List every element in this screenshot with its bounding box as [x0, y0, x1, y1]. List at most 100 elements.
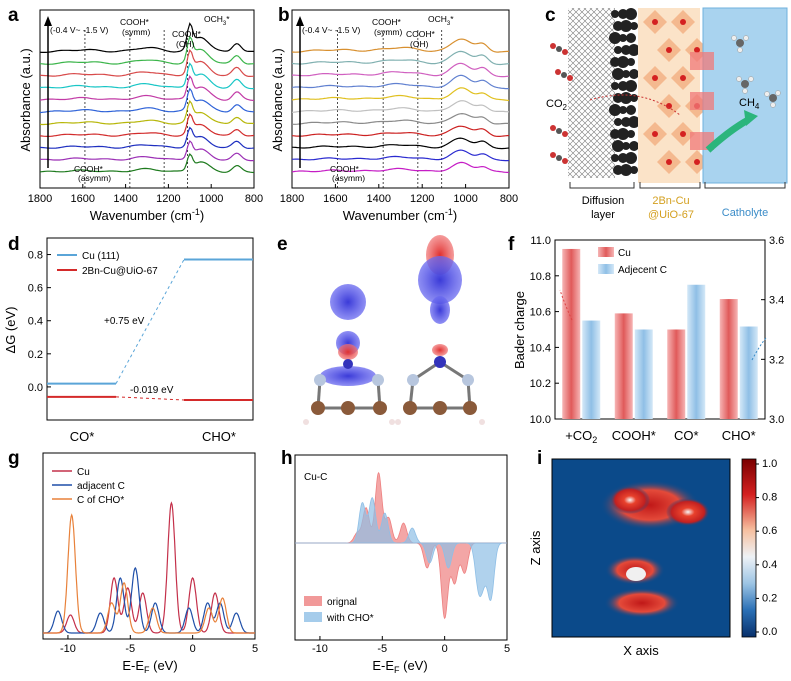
particle [609, 104, 621, 116]
spectrum-line-11 [291, 38, 509, 53]
particle [625, 152, 637, 164]
ch4-molecules [731, 35, 781, 108]
panel-label-b: b [278, 5, 290, 26]
panel-i-ylabel: Z axis [528, 530, 543, 565]
panel-h-frame [294, 454, 508, 641]
colorbar [741, 458, 757, 638]
panel-d-up-annotation: +0.75 eV [104, 316, 145, 327]
iso-blue-1 [330, 284, 366, 320]
panel-h-cu-c-pdos: -10 -5 0 5 Cu-C orignal with CHO* E-EF (eV) [294, 454, 510, 675]
panel-label-i: i [537, 448, 542, 469]
ch4-label: CH4 [739, 97, 760, 111]
x-tick-label-800: 800 [245, 193, 263, 205]
panel-f-ticks: 10.0 10.2 10.4 10.6 10.8 11.0 3.0 3.2 3.4 3.6 [530, 235, 785, 426]
particle [617, 56, 629, 68]
legend-cu-swatch [598, 247, 614, 257]
spectrum-line-11 [39, 22, 254, 53]
cu-site [666, 159, 672, 165]
panel-label-d: d [8, 234, 20, 255]
particle [621, 117, 631, 127]
diffusion-mesh [568, 8, 615, 178]
panel-g-series-group [43, 501, 255, 634]
panel-b-cooh-oh-1: COOH* [406, 29, 436, 39]
particle [613, 21, 623, 31]
pdos-line-3 [43, 513, 255, 634]
spectrum-line-6 [291, 100, 510, 113]
panel-b-cooh-symm-1: COOH* [372, 17, 402, 27]
panel-d-energy-levels [47, 258, 253, 401]
panel-b-cooh-oh-2: (OH) [410, 39, 429, 49]
particle [617, 128, 629, 140]
iso-red-1 [338, 344, 358, 360]
panel-b-frame [291, 9, 510, 189]
mof-label-2: @UiO-67 [648, 209, 694, 221]
y-right-tick-label: 3.4 [769, 295, 784, 307]
particle [611, 154, 619, 162]
cu-site [652, 131, 658, 137]
particle [614, 118, 622, 126]
pdos-area-2 [295, 497, 507, 601]
catholyte-label: Catholyte [722, 207, 768, 219]
bar-adjc-4 [739, 326, 758, 419]
legend-g-ccho-label: C of CHO* [77, 495, 124, 506]
panel-b-cooh-asymm-1: COOH* [330, 164, 360, 174]
colorbar-tick-label: 0.2 [762, 592, 777, 604]
bar-cu-2 [614, 313, 633, 419]
panel-b-series-group [291, 38, 510, 174]
diffusion-bracket [569, 182, 635, 189]
y-tick-label: 0.8 [28, 250, 43, 262]
particle [618, 153, 628, 163]
flow-arrow-1 [690, 52, 714, 70]
flow-arrow-2 [690, 92, 714, 110]
bar-adjc-3 [687, 284, 706, 419]
particle [609, 32, 621, 44]
colorbar-tick-label: 0.0 [762, 626, 777, 638]
cu-site [652, 19, 658, 25]
particle [612, 140, 624, 152]
panel-a-cooh-symm-1: COOH* [120, 17, 150, 27]
conversion-arrow [705, 116, 750, 153]
conversion-arrowhead [744, 110, 758, 126]
panel-h-x-ticks: -10 -5 0 5 [312, 636, 510, 655]
cu-site [680, 131, 686, 137]
legend-cu-label: Cu [618, 248, 631, 259]
spectrum-line-7 [291, 87, 510, 102]
particle [626, 33, 636, 43]
panel-e-charge-density [303, 235, 485, 425]
panel-b-cooh-asymm-2: (asymm) [332, 173, 365, 183]
panel-d-cat-co: CO* [70, 429, 95, 444]
panel-a-cooh-asymm-2: (asymm) [78, 173, 111, 183]
category-label-1: +CO2 [565, 428, 597, 445]
co2-label: CO2 [546, 98, 568, 112]
particle [627, 130, 635, 138]
spectrum-line-3 [39, 126, 255, 150]
particle [629, 69, 639, 79]
bar-cu-3 [667, 329, 686, 419]
spectrum-line-10 [39, 35, 255, 65]
diffusion-particles [609, 8, 640, 176]
x-tick-label-1200: 1200 [156, 193, 180, 205]
co2-path [589, 94, 681, 116]
iso-blue-3 [320, 366, 376, 386]
panel-h-series-group [295, 471, 507, 620]
y-right-tick-label: 3.2 [769, 354, 784, 366]
panel-b-arrowhead [296, 16, 304, 26]
y-left-tick-label: 11.0 [530, 235, 551, 247]
particle [612, 68, 624, 80]
panel-a-cooh-asymm-1: COOH* [74, 164, 104, 174]
particle [614, 46, 622, 54]
x-tick-label: -5 [377, 643, 387, 655]
panel-d-cat-cho: CHO* [202, 429, 236, 444]
legend-h-cho-swatch [304, 612, 322, 622]
y-tick-label: 0.0 [28, 382, 43, 394]
particle [626, 105, 636, 115]
bar-cu-1 [562, 248, 581, 419]
spectrum-line-5 [39, 99, 255, 126]
molecule-left [303, 359, 395, 425]
panel-b-x-ticks: 1800 1600 1400 1200 1000 800 [280, 184, 518, 205]
particle [628, 44, 640, 56]
panel-a-cooh-oh-2: (OH) [176, 39, 195, 49]
panel-b-ir-spectra: 1800 1600 1400 1200 1000 800 (-0.4 V~ -1.5 V)… [270, 9, 518, 223]
panel-b-ylabel: Absorbance (a.u.) [270, 48, 285, 151]
